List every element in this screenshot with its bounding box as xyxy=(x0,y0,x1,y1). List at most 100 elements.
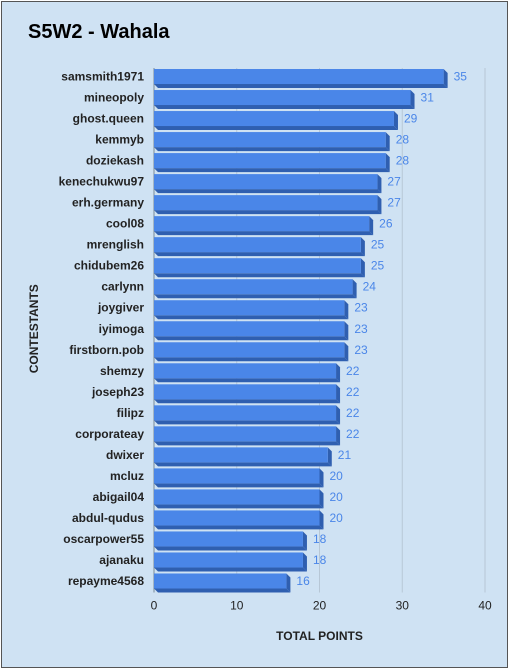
bar-depth xyxy=(154,357,349,362)
category-label: dwixer xyxy=(106,448,144,462)
bar-depth xyxy=(327,447,332,467)
bar xyxy=(154,321,345,337)
bar xyxy=(154,132,386,148)
data-label: 20 xyxy=(330,469,344,483)
data-label: 28 xyxy=(396,133,410,147)
data-label: 20 xyxy=(330,490,344,504)
x-tick-labels: 0 10 20 30 40 xyxy=(151,599,492,613)
data-label: 27 xyxy=(387,175,401,189)
bar-depth xyxy=(154,84,448,89)
bar-depth xyxy=(154,336,349,341)
bar xyxy=(154,111,394,127)
bar-depth xyxy=(154,315,349,320)
data-label: 18 xyxy=(313,553,327,567)
bar-depth xyxy=(336,363,341,383)
category-label: samsmith1971 xyxy=(61,70,144,84)
category-label: corporateay xyxy=(75,427,144,441)
bar xyxy=(154,447,328,463)
x-tick-label: 0 xyxy=(151,599,158,613)
bar xyxy=(154,300,345,316)
data-label: 23 xyxy=(354,322,368,336)
bar-depth xyxy=(443,69,448,89)
bar-depth xyxy=(154,546,307,551)
data-label: 23 xyxy=(354,343,368,357)
bar-depth xyxy=(336,384,341,404)
data-label: 20 xyxy=(330,511,344,525)
bar-depth xyxy=(154,294,357,299)
bar-depth xyxy=(154,168,390,173)
category-labels: samsmith1971 mineopoly ghost.queen kemmyb do… xyxy=(59,70,145,588)
bar-depth xyxy=(154,210,382,215)
data-label: 23 xyxy=(354,301,368,315)
category-label: abdul-qudus xyxy=(72,511,144,525)
bar-depth xyxy=(154,525,324,530)
bar xyxy=(154,153,386,169)
category-label: shemzy xyxy=(100,364,144,378)
bar-depth xyxy=(319,510,324,530)
bar-depth xyxy=(154,441,341,446)
bar-depth xyxy=(154,399,341,404)
bar-depth xyxy=(154,105,415,110)
bar xyxy=(154,489,320,505)
x-tick-label: 10 xyxy=(230,599,244,613)
bar xyxy=(154,552,303,568)
bar-depth xyxy=(154,231,374,236)
bar-depth xyxy=(154,252,365,257)
bar xyxy=(154,384,337,400)
bar xyxy=(154,363,337,379)
data-label: 21 xyxy=(338,448,352,462)
bar-depth xyxy=(319,489,324,509)
bar-depth xyxy=(377,174,382,194)
bar-depth xyxy=(154,420,341,425)
category-label: iyimoga xyxy=(99,322,145,336)
data-label: 35 xyxy=(454,70,468,84)
bar xyxy=(154,216,370,232)
bar-depth xyxy=(154,147,390,152)
category-label: chidubem26 xyxy=(74,259,144,273)
category-label: erh.germany xyxy=(72,196,144,210)
category-label: oscarpower55 xyxy=(63,532,144,546)
bar-depth xyxy=(154,126,398,131)
bar xyxy=(154,342,345,358)
bar-depth xyxy=(336,405,341,425)
bar-depth xyxy=(344,300,349,320)
category-label: kemmyb xyxy=(95,133,144,147)
bar xyxy=(154,405,337,421)
bar-depth xyxy=(377,195,382,215)
bar-depth xyxy=(154,588,291,593)
bar-depth xyxy=(319,468,324,488)
bar-depth xyxy=(154,378,341,383)
category-label: cool08 xyxy=(106,217,144,231)
category-label: kenechukwu97 xyxy=(59,175,145,189)
bar-depth xyxy=(286,573,291,593)
data-label: 25 xyxy=(371,238,385,252)
bar xyxy=(154,279,353,295)
bar xyxy=(154,531,303,547)
category-label: mcluz xyxy=(110,469,144,483)
data-label: 26 xyxy=(379,217,393,231)
chart-title: S5W2 - Wahala xyxy=(28,21,170,43)
x-tick-label: 20 xyxy=(313,599,327,613)
data-label: 22 xyxy=(346,385,360,399)
bar-depth xyxy=(154,483,324,488)
bar-depth xyxy=(154,567,307,572)
bar-depth xyxy=(154,462,332,467)
bar-depth xyxy=(410,90,415,110)
x-axis-title: TOTAL POINTS xyxy=(276,629,363,643)
category-label: abigail04 xyxy=(93,490,145,504)
data-label: 25 xyxy=(371,259,385,273)
bar xyxy=(154,426,337,442)
data-label: 27 xyxy=(387,196,401,210)
bar xyxy=(154,174,378,190)
category-label: joseph23 xyxy=(91,385,144,399)
category-label: mineopoly xyxy=(84,91,144,105)
bar xyxy=(154,573,287,589)
bar-depth xyxy=(302,531,307,551)
bar xyxy=(154,468,320,484)
category-label: repayme4568 xyxy=(68,574,144,588)
category-label: carlynn xyxy=(101,280,144,294)
bar-depth xyxy=(154,273,365,278)
